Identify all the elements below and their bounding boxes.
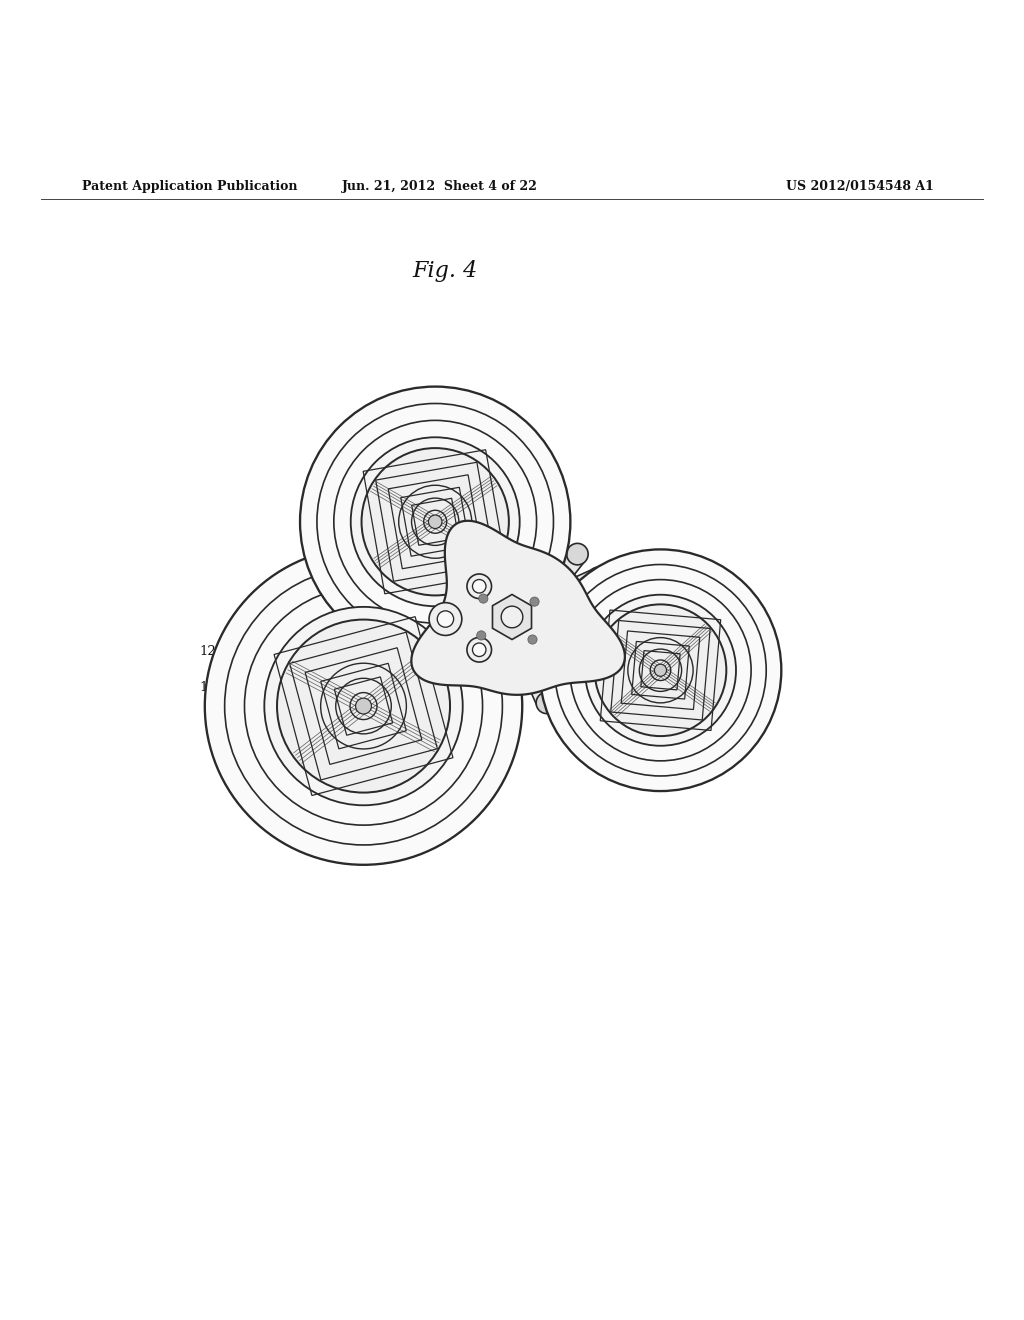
Text: Fig. 4: Fig. 4 xyxy=(413,260,478,282)
Circle shape xyxy=(537,692,558,714)
Circle shape xyxy=(528,635,537,644)
Circle shape xyxy=(429,603,462,635)
Circle shape xyxy=(428,515,442,528)
Circle shape xyxy=(476,631,485,640)
Circle shape xyxy=(595,605,726,737)
Circle shape xyxy=(566,544,588,565)
Circle shape xyxy=(264,607,463,805)
Circle shape xyxy=(245,587,482,825)
Polygon shape xyxy=(505,548,585,632)
Circle shape xyxy=(472,579,486,593)
Text: 120: 120 xyxy=(200,610,269,657)
Polygon shape xyxy=(509,569,603,635)
Circle shape xyxy=(540,549,781,791)
Circle shape xyxy=(317,404,553,640)
Polygon shape xyxy=(505,611,579,692)
Circle shape xyxy=(467,638,492,663)
Circle shape xyxy=(278,619,450,792)
Circle shape xyxy=(334,420,537,623)
Text: Patent Application Publication: Patent Application Publication xyxy=(82,181,297,194)
Circle shape xyxy=(501,606,523,628)
Polygon shape xyxy=(502,615,556,706)
Circle shape xyxy=(355,698,372,714)
Circle shape xyxy=(300,387,570,657)
Text: US 2012/0154548 A1: US 2012/0154548 A1 xyxy=(786,181,934,194)
Polygon shape xyxy=(443,606,521,649)
Circle shape xyxy=(588,568,609,589)
Circle shape xyxy=(361,447,509,595)
Circle shape xyxy=(530,597,539,606)
Circle shape xyxy=(654,664,667,676)
Circle shape xyxy=(472,643,486,656)
Text: Jun. 21, 2012  Sheet 4 of 22: Jun. 21, 2012 Sheet 4 of 22 xyxy=(342,181,539,194)
Circle shape xyxy=(569,579,752,760)
Circle shape xyxy=(437,611,454,627)
Circle shape xyxy=(350,437,519,606)
Circle shape xyxy=(205,548,522,865)
Polygon shape xyxy=(493,594,531,639)
Circle shape xyxy=(585,595,736,746)
Polygon shape xyxy=(412,521,625,694)
Circle shape xyxy=(560,675,582,696)
Circle shape xyxy=(478,594,487,603)
Circle shape xyxy=(435,630,457,651)
Circle shape xyxy=(555,565,766,776)
Circle shape xyxy=(467,574,492,598)
Circle shape xyxy=(224,568,503,845)
Text: 124: 124 xyxy=(200,681,250,697)
